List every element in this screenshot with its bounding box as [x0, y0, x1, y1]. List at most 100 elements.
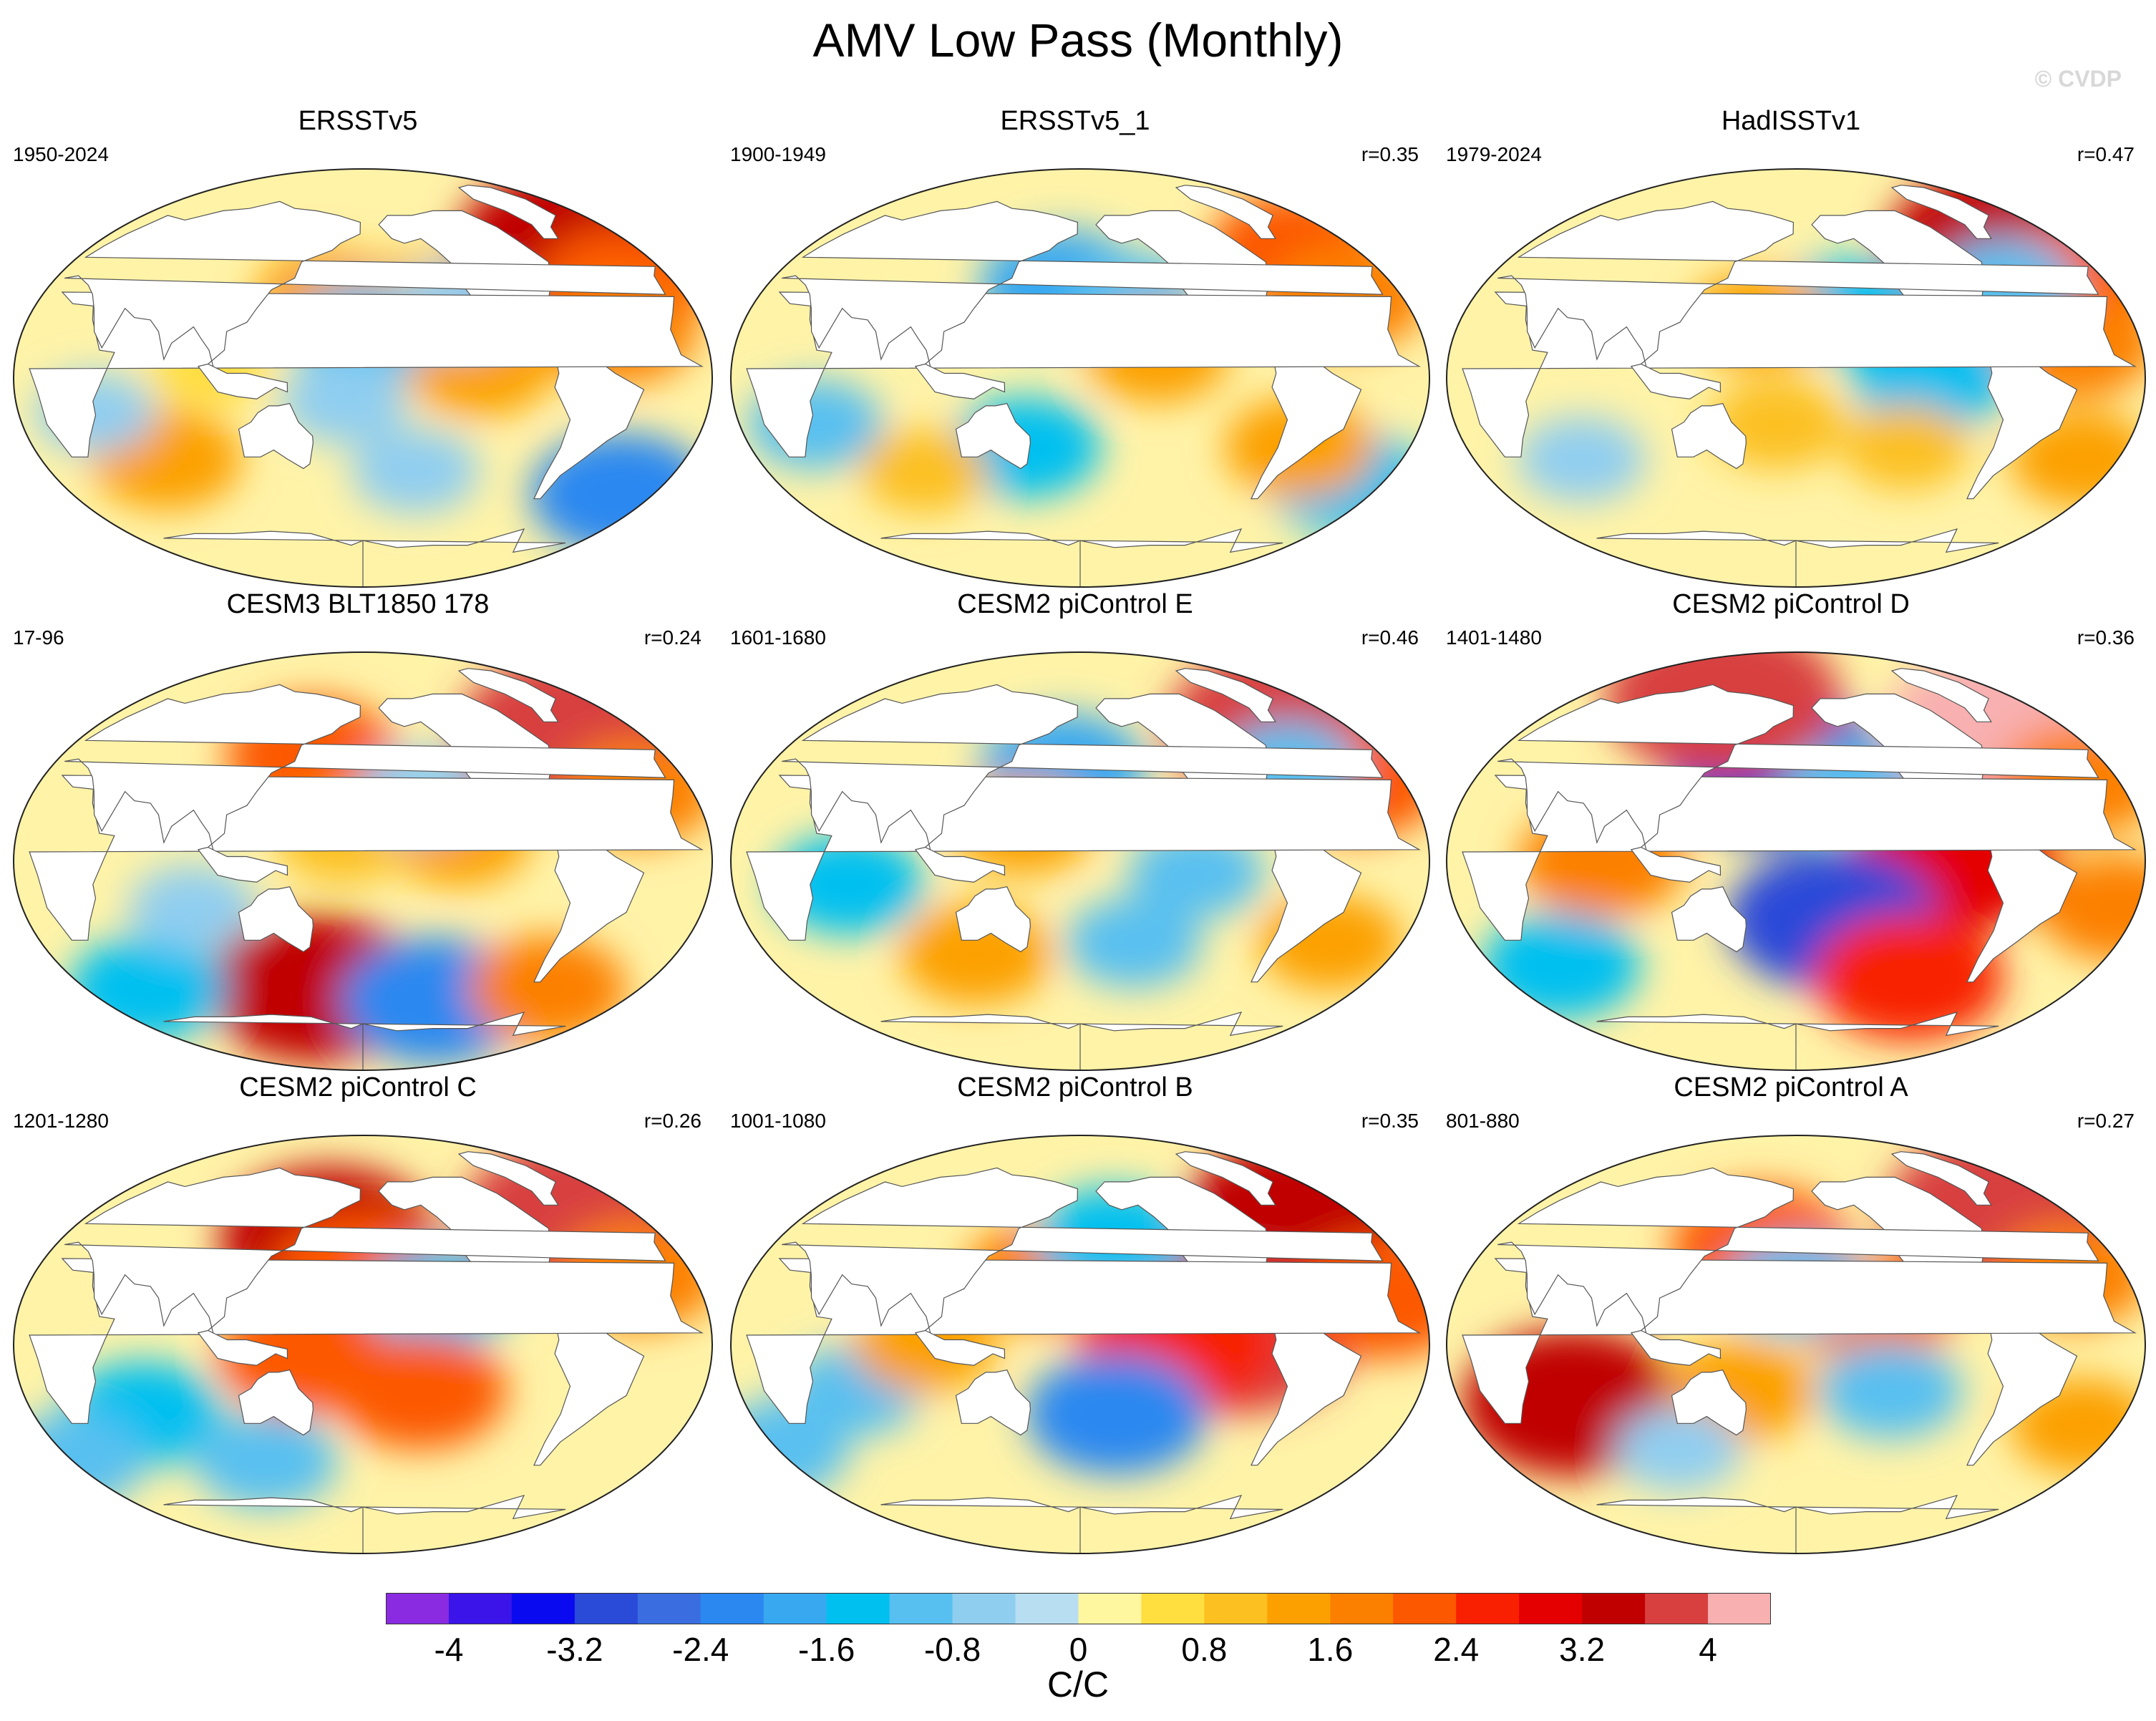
ocean-field: [1447, 652, 2145, 1070]
colorbar-label: C/C: [1047, 1664, 1109, 1705]
figure-title: AMV Low Pass (Monthly): [812, 14, 1344, 67]
panel-map: [1446, 651, 2146, 1071]
ocean-field: [14, 1135, 712, 1553]
colorbar-swatch: [826, 1593, 890, 1624]
anomaly-feature: [1842, 404, 1970, 490]
panel-map: [730, 1135, 1430, 1554]
map-outline: [13, 1135, 713, 1554]
eurasia-landmass: [64, 200, 666, 377]
colorbar-tick-label: 2.4: [1433, 1631, 1480, 1668]
colorbar-swatch: [1267, 1593, 1331, 1624]
greenland-landmass: [457, 1151, 559, 1206]
colorbar-swatch: [386, 1593, 450, 1624]
australia-landmass: [1671, 403, 1747, 470]
australia-landmass: [1671, 1369, 1747, 1436]
panel-title: ERSSTv5: [298, 106, 418, 136]
panel-map: [13, 651, 713, 1071]
australia-landmass: [238, 403, 314, 470]
australia-landmass: [238, 886, 314, 953]
panel-period: 1979-2024: [1446, 143, 1542, 165]
panel-period: 801-880: [1446, 1110, 1520, 1132]
colorbar-tick-label: -4: [434, 1631, 464, 1668]
eurasia-landmass: [782, 1167, 1384, 1343]
panel-map: [730, 651, 1430, 1071]
map-outline: [730, 168, 1430, 588]
ocean-field: [731, 169, 1429, 587]
colorbar-swatch: [1645, 1593, 1709, 1624]
map-panel: HadISSTv1 1979-2024 r=0.47: [1433, 106, 2149, 593]
map-outline: [730, 1135, 1430, 1554]
antarctica-landmass: [880, 1011, 1283, 1070]
colorbar-swatch: [1141, 1593, 1205, 1624]
colorbar-tick-label: 0: [1069, 1631, 1088, 1668]
indonesia-landmass: [914, 1329, 1006, 1366]
anomaly-feature: [280, 359, 408, 444]
colorbar-swatch: [1393, 1593, 1457, 1624]
south-america-landmass: [533, 835, 645, 983]
anomaly-feature: [530, 433, 712, 555]
australia-landmass: [1671, 886, 1747, 953]
anomaly-feature: [2038, 855, 2145, 961]
eurasia-landmass: [1497, 684, 2099, 860]
colorbar-swatch: [1204, 1593, 1268, 1624]
anomaly-feature: [1814, 914, 2004, 1041]
colorbar-tick-label: -0.8: [923, 1631, 981, 1668]
panel-period: 17-96: [13, 626, 64, 649]
panel-title: CESM2 piControl E: [957, 589, 1193, 619]
antarctica-landmass: [163, 528, 566, 587]
panel-map: [730, 168, 1430, 588]
colorbar-swatch: [448, 1593, 513, 1624]
indonesia-landmass: [914, 363, 1006, 399]
colorbar-swatch: [511, 1593, 576, 1624]
colorbar-swatch: [1519, 1593, 1583, 1624]
australia-landmass: [238, 1369, 314, 1436]
panel-pattern-correlation: r=0.47: [2077, 143, 2135, 165]
panel-pattern-correlation: r=0.27: [2077, 1110, 2135, 1132]
indonesia-landmass: [197, 363, 288, 399]
south-america-landmass: [1251, 835, 1362, 983]
colorbar-swatch: [1330, 1593, 1394, 1624]
panel-title: CESM2 piControl D: [1672, 589, 1910, 619]
anomaly-feature: [351, 428, 479, 514]
colorbar-swatch: [700, 1593, 764, 1624]
anomaly-feature: [129, 865, 257, 951]
panel-pattern-correlation: r=0.24: [644, 626, 701, 649]
australia-landmass: [955, 886, 1031, 953]
colorbar-swatch: [889, 1593, 953, 1624]
colorbar-swatch: [574, 1593, 638, 1624]
map-panel: ERSSTv5_1 1900-1949 r=0.35: [717, 106, 1433, 593]
panel-period: 1001-1080: [730, 1110, 826, 1132]
south-america-landmass: [1966, 835, 2078, 983]
panel-pattern-correlation: r=0.35: [1361, 1110, 1419, 1132]
greenland-landmass: [1175, 185, 1276, 239]
panel-title: CESM2 piControl A: [1674, 1072, 1908, 1102]
colorbar-tick-label: 3.2: [1559, 1631, 1606, 1668]
ocean-field: [1447, 169, 2145, 587]
panel-map: [1446, 168, 2146, 588]
indonesia-landmass: [1630, 846, 1722, 883]
south-america-landmass: [1966, 1318, 2078, 1466]
map-outline: [1446, 651, 2146, 1071]
map-outline: [13, 168, 713, 588]
anomaly-feature: [1026, 1353, 1208, 1475]
anomaly-feature: [194, 1412, 338, 1508]
ocean-field: [14, 169, 712, 587]
map-panel: CESM2 piControl D 1401-1480 r=0.36: [1433, 589, 2149, 1076]
south-america-landmass: [533, 1318, 645, 1466]
map-outline: [730, 651, 1430, 1071]
south-america-landmass: [1251, 352, 1362, 500]
map-panel: CESM2 piControl C 1201-1280 r=0.26: [0, 1072, 716, 1559]
indonesia-landmass: [914, 846, 1006, 883]
panel-period: 1950-2024: [13, 143, 109, 165]
south-america-landmass: [1966, 352, 2078, 500]
anomaly-feature: [1819, 1343, 1963, 1439]
panel-title: CESM2 piControl C: [239, 1072, 477, 1102]
greenland-landmass: [1175, 668, 1276, 722]
colorbar-swatch: [1078, 1593, 1142, 1624]
colorbar: [386, 1593, 1771, 1624]
colorbar-swatch: [1015, 1593, 1079, 1624]
colorbar-tick-label: -1.6: [798, 1631, 855, 1668]
panel-title: HadISSTv1: [1721, 106, 1861, 136]
colorbar-tick-label: 0.8: [1181, 1631, 1228, 1668]
